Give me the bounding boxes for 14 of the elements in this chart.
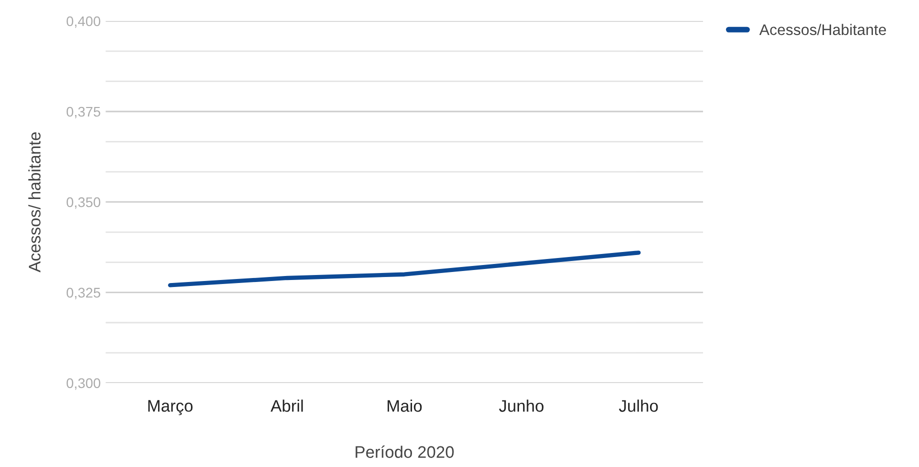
y-tick-label: 0,350 (66, 197, 100, 209)
x-tick-label: Junho (499, 400, 544, 412)
x-tick-label: Julho (618, 400, 658, 412)
y-tick-label: 0,300 (66, 378, 100, 390)
y-tick-label: 0,375 (66, 106, 100, 118)
x-tick-label: Abril (270, 400, 303, 412)
legend-label: Acessos/Habitante (759, 24, 886, 36)
x-tick-label: Março (148, 400, 193, 416)
line-series (168, 250, 641, 288)
y-tick-label: 0,325 (66, 288, 100, 300)
y-axis-title: Acessos/ habitante (28, 132, 41, 272)
y-tick-label: 0,400 (66, 16, 100, 28)
x-axis-title: Período 2020 (356, 446, 454, 458)
x-tick-label: Maio (388, 400, 422, 412)
